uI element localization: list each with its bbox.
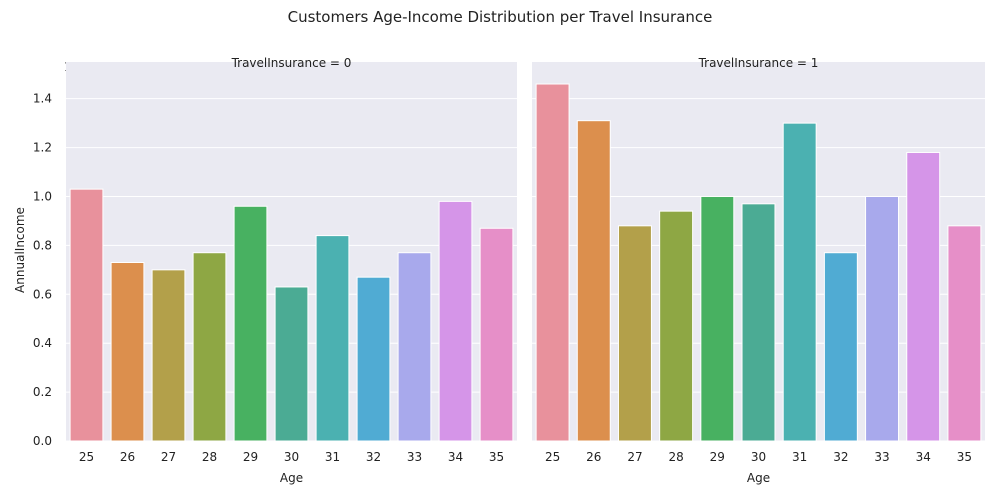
facet-travelinsurance-0: 0.0 0.2 0.4 0.6 0.8 1.0 1.2 1.4 TravelInsurance … [33,56,517,485]
x-tick-label: 32 [833,450,848,464]
x-tick-label: 34 [448,450,463,464]
y-tick-label: 1.4 [33,92,52,106]
x-tick-label: 25 [79,450,94,464]
bar-age-32 [823,252,858,442]
x-tick-label: 30 [751,450,766,464]
x-tick-label: 30 [284,450,299,464]
x-tick-label: 35 [957,450,972,464]
x-tick-label: 27 [627,450,642,464]
y-axis-label: AnnualIncome [13,207,27,293]
chart-title: Customers Age-Income Distribution per Tr… [288,8,713,26]
x-tick-label: 33 [874,450,889,464]
x-tick-label: 27 [161,450,176,464]
x-tick-label: 33 [407,450,422,464]
bar-age-34 [438,200,473,442]
x-axis-label: Age [280,471,303,485]
x-tick-label: 31 [792,450,807,464]
bar-age-29 [233,205,268,442]
x-tick-label: 26 [120,450,135,464]
bar-age-33 [865,195,900,442]
x-tick-label: 34 [916,450,931,464]
x-tick-label: 29 [243,450,258,464]
bar-age-25 [535,83,570,442]
bar-age-34 [906,151,941,442]
facet-travelinsurance-1: TravelInsurance = 1 25 26 27 28 29 30 31 32 33 34 3… [532,56,985,485]
bar-age-26 [110,262,145,442]
y-tick-label: 0.6 [33,287,52,301]
y-tick-label: 0.2 [33,385,52,399]
bar-age-35 [479,227,514,442]
y-tick-label: 0.8 [33,238,52,252]
bar-age-30 [741,203,776,442]
x-tick-label: 31 [325,450,340,464]
x-tick-label: 35 [489,450,504,464]
bar-age-31 [782,122,817,442]
bar-age-29 [700,195,735,442]
bar-age-28 [192,252,227,442]
facet-title: TravelInsurance = 0 [231,56,352,70]
bar-age-27 [151,269,186,442]
x-axis-label: Age [747,471,770,485]
facet-title: TravelInsurance = 1 [698,56,819,70]
bar-age-32 [356,276,391,442]
y-tick-label: 0.4 [33,336,52,350]
bar-age-33 [397,252,432,442]
x-tick-label: 28 [668,450,683,464]
x-tick-label: 25 [545,450,560,464]
bar-age-26 [576,120,611,442]
bar-age-25 [69,188,104,442]
y-tick-label: 1.2 [33,141,52,155]
bar-age-30 [274,286,309,442]
x-tick-label: 28 [202,450,217,464]
y-tick-label: 0.0 [33,434,52,448]
x-tick-label: 26 [586,450,601,464]
bar-age-28 [659,210,694,442]
bar-age-35 [947,225,982,442]
x-tick-label: 29 [710,450,725,464]
x-tick-label: 32 [366,450,381,464]
bar-age-27 [617,225,652,442]
y-tick-label: 1.0 [33,189,52,203]
bar-age-31 [315,235,350,442]
